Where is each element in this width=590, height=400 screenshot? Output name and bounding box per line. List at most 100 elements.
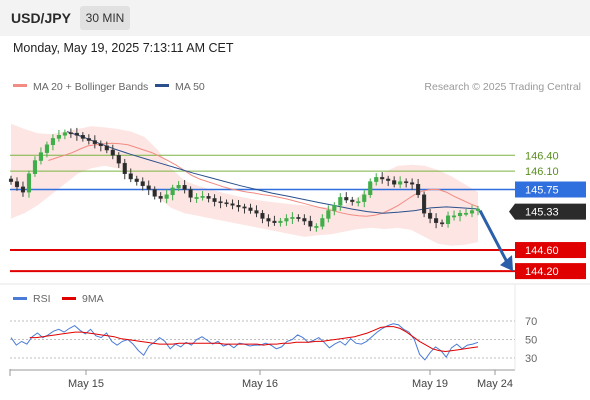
rsi-ma-line — [29, 326, 479, 353]
chart-header: USD/JPY 30 MIN — [0, 0, 590, 36]
candle-down — [212, 198, 217, 202]
rsi-line — [10, 323, 479, 361]
candle-down — [146, 185, 151, 190]
rsi-legend-swatch — [13, 297, 27, 300]
candle-down — [92, 140, 97, 144]
ma20-legend-label: MA 20 + Bollinger Bands — [33, 81, 148, 93]
candle-down — [266, 218, 271, 222]
ma50-legend-label: MA 50 — [175, 81, 205, 93]
candle-down — [440, 222, 445, 225]
candle-down — [386, 178, 391, 181]
candle-up — [446, 215, 451, 224]
candle-up — [368, 181, 373, 196]
candle-up — [32, 160, 37, 174]
last-price-tag — [509, 203, 586, 220]
projection-arrow-head — [500, 255, 513, 272]
candle-down — [242, 206, 247, 209]
candle-down — [80, 135, 85, 139]
candle-up — [50, 138, 55, 146]
candlesticks — [8, 127, 481, 232]
candle-down — [236, 205, 241, 208]
candle-down — [8, 178, 14, 182]
candle-down — [422, 194, 427, 214]
candle-up — [284, 218, 289, 222]
bollinger-bands — [11, 123, 478, 246]
candle-down — [428, 212, 433, 219]
candle-up — [56, 135, 61, 139]
x-axis-labels: May 15 May 16 May 19 May 24 — [68, 370, 513, 390]
candle-down — [218, 201, 223, 204]
candle-down — [20, 186, 26, 193]
x-tick-label-2: May 19 — [412, 378, 448, 390]
candle-up — [38, 152, 43, 161]
candle-up — [398, 181, 403, 185]
level-label-144.60: 144.60 — [525, 245, 559, 257]
candle-up — [356, 201, 361, 204]
level-tag-145.75 — [515, 181, 586, 198]
timestamp: Monday, May 19, 2025 7:13:11 AM CET — [13, 41, 234, 55]
candle-up — [44, 144, 49, 153]
candle-up — [326, 210, 331, 219]
level-label-144.20: 144.20 — [525, 266, 559, 278]
instrument-title: USD/JPY — [11, 10, 71, 26]
candle-up — [200, 196, 205, 198]
candle-up — [194, 197, 199, 199]
candle-down — [350, 199, 355, 202]
candle-down — [308, 220, 313, 227]
candle-down — [380, 177, 385, 180]
rsi-ma-legend-swatch — [62, 297, 76, 300]
candle-down — [296, 217, 301, 219]
candle-down — [140, 181, 145, 187]
candle-down — [74, 132, 79, 136]
x-tick-label-3: May 24 — [477, 378, 513, 390]
rsi-legend-label: RSI — [33, 293, 51, 305]
rsi-panel: 70 50 30 — [10, 316, 537, 365]
candle-up — [62, 132, 67, 136]
candle-up — [320, 218, 325, 227]
candle-up — [362, 194, 367, 202]
candle-down — [158, 196, 163, 199]
projection-arrow — [478, 209, 513, 272]
rsi-level-label-70: 70 — [525, 316, 537, 328]
price-labels: 146.40 146.10 145.75 144.60 144.20 145.33 — [509, 150, 586, 280]
candle-up — [452, 215, 457, 218]
candle-up — [475, 208, 481, 211]
candle-down — [110, 149, 115, 156]
level-label-145.75: 145.75 — [525, 185, 559, 197]
candle-down — [260, 212, 265, 219]
candle-down — [344, 197, 349, 201]
candle-down — [224, 202, 229, 205]
candle-down — [206, 196, 211, 199]
level-tag-144.20 — [515, 263, 586, 280]
candle-down — [410, 182, 415, 185]
candle-up — [290, 217, 295, 219]
candle-down — [302, 218, 307, 222]
candle-down — [272, 220, 277, 223]
candle-down — [98, 143, 103, 147]
credit-text: Research © 2025 Trading Central — [424, 81, 581, 93]
candle-up — [170, 187, 175, 196]
moving-averages — [48, 131, 479, 217]
candle-up — [278, 220, 283, 223]
level-tag-144.60 — [515, 242, 586, 259]
candle-down — [392, 180, 397, 185]
candle-up — [164, 194, 169, 199]
ma20-legend-swatch — [13, 84, 27, 87]
level-label-146.10: 146.10 — [525, 166, 559, 178]
candle-up — [338, 197, 343, 206]
ma50-line — [66, 131, 479, 214]
candle-down — [104, 145, 109, 151]
candle-down — [128, 173, 133, 180]
candle-up — [374, 177, 379, 182]
candle-down — [152, 189, 157, 197]
candle-down — [230, 203, 235, 206]
ma20-line — [48, 142, 479, 217]
candle-up — [469, 210, 475, 214]
last-price-label: 145.33 — [525, 207, 559, 219]
ma50-legend-swatch — [155, 84, 169, 87]
candle-up — [314, 226, 319, 228]
x-tick-label-1: May 16 — [242, 378, 278, 390]
candle-down — [182, 185, 187, 190]
timeframe-button[interactable]: 30 MIN — [80, 6, 130, 30]
level-label-146.40: 146.40 — [525, 150, 559, 162]
